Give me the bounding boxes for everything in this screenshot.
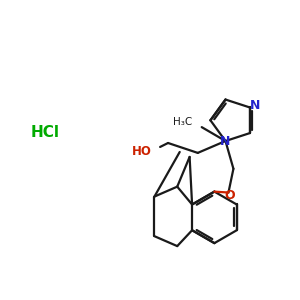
Text: N: N (250, 99, 260, 112)
Text: H₃C: H₃C (172, 117, 192, 127)
Text: HCl: HCl (31, 125, 60, 140)
Text: N: N (220, 134, 231, 148)
Text: O: O (224, 189, 235, 202)
Text: HO: HO (132, 146, 152, 158)
